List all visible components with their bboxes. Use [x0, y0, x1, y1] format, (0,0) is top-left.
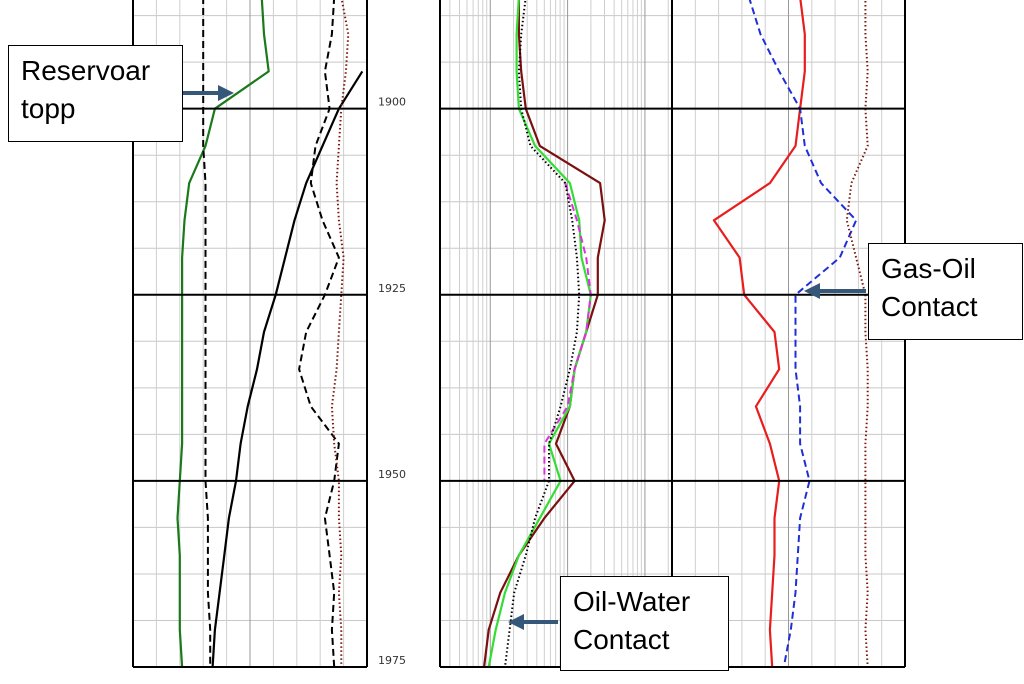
- y-tick-label: 1925: [378, 282, 406, 295]
- log-curve: [487, 0, 592, 668]
- annotation: Reservoar topp: [8, 45, 183, 142]
- annotation: Oil-Water Contact: [560, 576, 729, 671]
- y-tick-label: 1950: [378, 468, 406, 481]
- annotation: Gas-Oil Contact: [868, 243, 1023, 340]
- y-tick-label: 1975: [378, 654, 406, 667]
- y-tick-label: 1900: [378, 96, 406, 109]
- log-curve: [330, 0, 350, 667]
- log-curve: [298, 0, 340, 668]
- log-curve: [543, 182, 592, 481]
- log-curve: [712, 0, 806, 668]
- log-curve: [211, 70, 364, 668]
- log-curve: [845, 0, 869, 668]
- log-curve: [202, 0, 212, 667]
